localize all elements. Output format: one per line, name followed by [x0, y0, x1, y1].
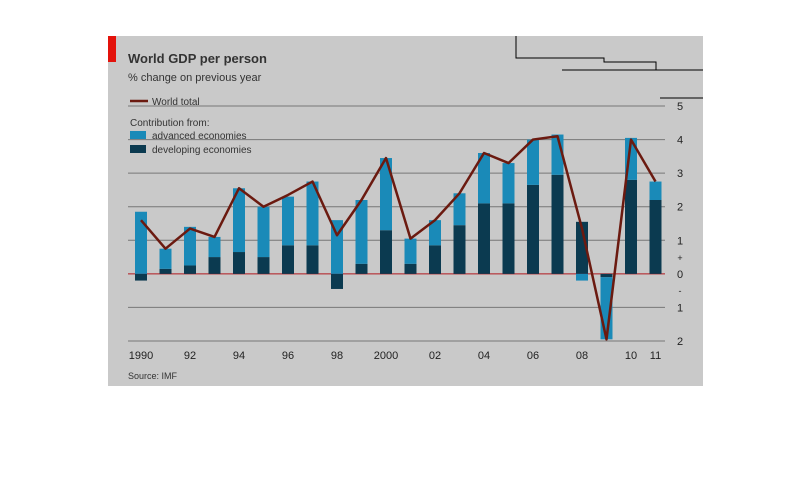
bar — [502, 163, 515, 204]
red-tab — [108, 36, 116, 62]
x-tick-label: 92 — [184, 350, 196, 362]
y-tick-label: 5 — [677, 101, 683, 113]
bar — [429, 245, 441, 274]
bar — [355, 263, 368, 274]
x-tick-label: 2000 — [374, 350, 398, 362]
bar — [355, 200, 368, 264]
x-tick-label: 08 — [576, 350, 588, 362]
bar — [429, 220, 441, 246]
bar — [233, 188, 245, 253]
bar — [233, 252, 245, 274]
x-tick-label: 96 — [282, 350, 294, 362]
y-tick-label: 2 — [677, 336, 683, 348]
y-tick-label: 4 — [677, 135, 683, 147]
x-tick-label: 1990 — [129, 350, 153, 362]
x-tick-label: 10 — [625, 350, 637, 362]
x-tick-label: 94 — [233, 350, 245, 362]
line — [140, 134, 657, 341]
x-tick-label: 98 — [331, 350, 343, 362]
legend-label: World total — [152, 97, 200, 108]
bar — [257, 257, 270, 274]
bar — [551, 174, 564, 274]
x-tick-label: 04 — [478, 350, 490, 362]
panel — [108, 36, 703, 386]
bar — [135, 273, 147, 281]
chart-title: World GDP per person — [128, 51, 267, 66]
bar — [257, 206, 270, 258]
bar — [306, 245, 319, 274]
y-tick-label: 1 — [677, 235, 683, 247]
bar — [478, 203, 490, 274]
bar — [649, 200, 662, 274]
bar — [600, 273, 613, 278]
bar — [453, 193, 466, 226]
bar — [502, 203, 515, 274]
bar — [404, 238, 417, 264]
bar — [331, 273, 343, 289]
x-tick-label: 02 — [429, 350, 441, 362]
y-tick-label: 0 — [677, 269, 683, 281]
legend-label: developing economies — [152, 145, 252, 156]
y-tick-label: 3 — [677, 168, 683, 180]
sign-label: - — [679, 286, 682, 296]
bar — [527, 139, 539, 185]
y-tick-label: 1 — [677, 302, 683, 314]
bar — [649, 181, 662, 200]
bar — [331, 220, 343, 274]
bar — [184, 265, 196, 274]
decoration — [515, 36, 703, 99]
legend-swatch — [130, 145, 146, 153]
bar — [159, 248, 172, 269]
bar — [576, 273, 588, 281]
legend-label: advanced economies — [152, 131, 247, 142]
bar — [135, 211, 147, 274]
source: Source: IMF — [128, 371, 178, 381]
bar — [282, 245, 294, 274]
bar — [527, 184, 539, 274]
bar — [282, 196, 294, 246]
bar — [576, 221, 588, 274]
x-tick-label: 06 — [527, 350, 539, 362]
legend-swatch — [130, 131, 146, 139]
legend-heading: Contribution from: — [130, 118, 209, 129]
bar — [208, 236, 221, 258]
bar — [306, 181, 319, 246]
bar — [404, 263, 417, 274]
bar — [478, 153, 490, 204]
x-tick-label: 11 — [650, 350, 661, 362]
bar — [208, 257, 221, 274]
chart-subtitle: % change on previous year — [128, 72, 262, 84]
bar — [453, 225, 466, 274]
y-tick-label: 2 — [677, 202, 683, 214]
bar — [380, 158, 392, 231]
bar — [184, 226, 196, 266]
bar — [625, 179, 637, 274]
bar — [380, 230, 392, 274]
bar — [159, 268, 172, 274]
sign-label: + — [677, 253, 682, 263]
